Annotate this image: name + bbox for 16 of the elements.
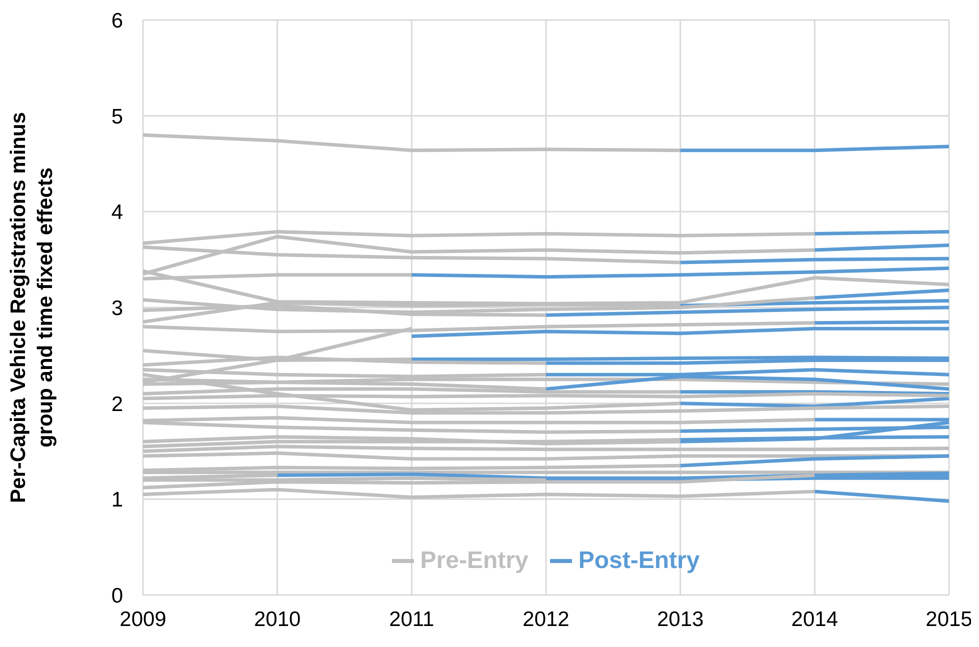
y-tick-label: 5 bbox=[111, 105, 123, 128]
y-tick-label: 3 bbox=[111, 296, 123, 320]
x-tick-label: 2010 bbox=[254, 608, 301, 631]
y-axis-title: Per-Capita Vehicle Registrations minus group and time fixed effects bbox=[7, 112, 57, 503]
y-tick-label: 6 bbox=[111, 9, 123, 32]
x-tick-label: 2012 bbox=[522, 608, 570, 631]
x-tick-label: 2009 bbox=[120, 608, 166, 631]
y-tick-label: 2 bbox=[111, 392, 123, 416]
x-tick-label: 2014 bbox=[791, 608, 838, 631]
legend-label: Post-Entry bbox=[578, 547, 700, 575]
legend-label: Pre-Entry bbox=[420, 547, 528, 575]
x-tick-label: 2013 bbox=[656, 608, 704, 631]
y-tick-label: 1 bbox=[111, 488, 123, 512]
y-tick-label: 4 bbox=[111, 201, 124, 224]
x-tick-label: 2011 bbox=[389, 608, 434, 631]
y-tick-label: 0 bbox=[111, 584, 123, 608]
